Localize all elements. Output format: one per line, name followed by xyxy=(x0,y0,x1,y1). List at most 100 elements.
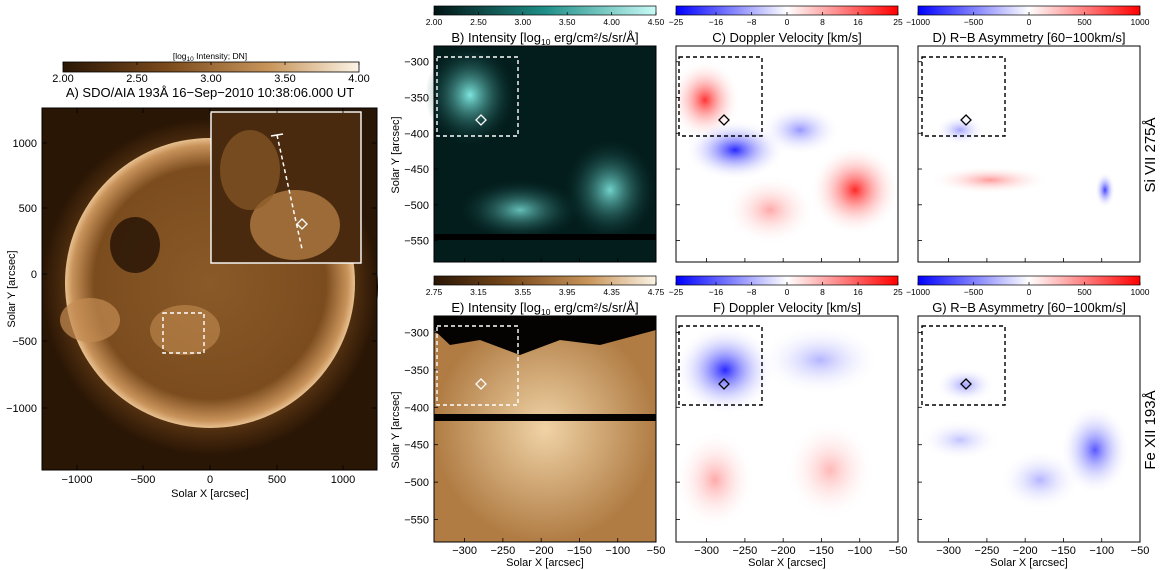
colorbar-tick-label: 4.00 xyxy=(348,73,369,85)
y-tick-label: 0 xyxy=(31,269,37,281)
colorbar-tick-label: −25 xyxy=(669,17,684,27)
inset-bright xyxy=(250,190,340,260)
colorbar-tick-label: −1000 xyxy=(906,17,930,27)
blue-spread xyxy=(760,325,880,395)
y-tick-label: 1000 xyxy=(13,138,37,150)
panel-e-diamond xyxy=(475,378,487,390)
colorbar-tick-label: −8 xyxy=(747,17,757,27)
x-tick-label: −100 xyxy=(605,545,630,557)
asym-red-band xyxy=(930,166,1050,194)
x-tick-label: −100 xyxy=(1089,545,1114,557)
colorbar-tick-label: 25 xyxy=(893,17,903,27)
panel-a-colorbar-ticks: 2.00 2.50 3.00 3.50 4.00 xyxy=(52,62,370,85)
inset-path-tick xyxy=(270,133,284,137)
panel-d-title: D) R−B Asymmetry [60−100km/s] xyxy=(933,30,1126,45)
colorbar-tick-label: 8 xyxy=(820,17,825,27)
panel-d-roi-box xyxy=(921,56,1006,137)
colorbar-tick-label: 3.15 xyxy=(470,287,487,297)
blue-mid xyxy=(760,105,840,155)
colorbar-tick-label: 0 xyxy=(785,287,790,297)
panel-a-axes: −1000 −500 0 500 1000 1000 500 0 −500 −1000 xyxy=(6,108,377,486)
x-tick-label: −200 xyxy=(1013,545,1038,557)
y-tick-label: −550 xyxy=(404,236,429,248)
colorbar-tick-label: 4.00 xyxy=(603,17,620,27)
panel-b-roi-box xyxy=(436,56,519,137)
panel-frame xyxy=(917,45,1141,263)
panel-frame xyxy=(433,45,657,263)
panel-b-colorbar xyxy=(433,5,657,16)
y-tick-label: −500 xyxy=(404,200,429,212)
panel-c: C) Doppler Velocity [km/s] xyxy=(670,5,900,262)
panel-c-title: C) Doppler Velocity [km/s] xyxy=(712,30,862,45)
colorbar-tick-label: 3.00 xyxy=(200,73,221,85)
y-tick-label: 500 xyxy=(19,203,37,215)
teal-loops-bottom xyxy=(460,180,580,240)
x-tick-label: −50 xyxy=(889,545,908,557)
x-tick-label: −150 xyxy=(1051,545,1076,557)
y-tick-label: −500 xyxy=(12,336,37,348)
panel-b-title: B) Intensity [log10 erg/cm²/s/sr/Å] xyxy=(451,30,638,47)
colorbar-tick-label: 25 xyxy=(893,287,903,297)
x-tick-label: −150 xyxy=(809,545,834,557)
panel-f-roi-box xyxy=(678,325,763,406)
panel-d-image xyxy=(918,46,1140,262)
colorbar-tick-label: 2.00 xyxy=(52,73,73,85)
panel-g-diamond xyxy=(960,378,972,390)
panel-f: F) Doppler Velocity [km/s] xyxy=(675,275,899,542)
panel-g-xlabel: Solar X [arcsec] xyxy=(990,557,1068,569)
panel-c-roi-box xyxy=(678,56,763,137)
x-tick-label: −50 xyxy=(647,545,666,557)
colorbar-tick-label: 3.95 xyxy=(559,287,576,297)
panel-a-xlabel: Solar X [arcsec] xyxy=(171,488,249,500)
y-tick-label: −350 xyxy=(404,365,429,377)
y-tick-label: −1000 xyxy=(6,403,37,415)
bright-region xyxy=(60,298,120,342)
panel-b-gap xyxy=(434,234,656,240)
colorbar-tick-label: 3.55 xyxy=(515,287,532,297)
y-tick-label: −450 xyxy=(404,164,429,176)
colorbar-tick-label: −16 xyxy=(709,17,724,27)
red-fan xyxy=(810,145,900,235)
y-tick-label: −400 xyxy=(404,402,429,414)
x-tick-label: −500 xyxy=(131,474,156,486)
x-tick-label: −150 xyxy=(567,545,592,557)
x-tick-label: 500 xyxy=(268,474,286,486)
panel-f-xlabel: Solar X [arcsec] xyxy=(748,557,826,569)
colorbar-tick-label: 4.50 xyxy=(648,17,665,27)
teal-loops-left xyxy=(425,45,515,145)
panel-frame xyxy=(433,315,657,543)
panel-d-diamond xyxy=(960,114,972,126)
asym-blue-box xyxy=(935,367,995,403)
x-tick-label: −1000 xyxy=(62,474,93,486)
colorbar-tick-label: −16 xyxy=(709,287,724,297)
colorbar-tick-label: −1000 xyxy=(906,287,930,297)
colorbar-tick-label: 2.50 xyxy=(126,73,147,85)
red-lower-right xyxy=(785,420,875,520)
inset-path xyxy=(276,134,303,250)
panel-d: D) R−B Asymmetry [60−100km/s] xyxy=(917,5,1141,262)
panel-b-ylabel: Solar Y [arcsec] xyxy=(390,116,402,193)
panel-b: B) Intensity [log10 erg/cm²/s/sr/Å] xyxy=(425,5,657,262)
inset-loops xyxy=(220,130,280,210)
colorbar-tick-label: 1000 xyxy=(1131,287,1150,297)
panel-g-title: G) R−B Asymmetry [60−100km/s] xyxy=(932,300,1126,315)
x-tick-label: −200 xyxy=(529,545,554,557)
y-tick-label: −500 xyxy=(404,477,429,489)
panel-a-frame xyxy=(41,107,378,471)
panel-a-title: A) SDO/AIA 193Å 16−Sep−2010 10:38:06.000… xyxy=(66,85,354,100)
colorbar-tick-label: 4.75 xyxy=(648,287,665,297)
colorbar-tick-label: 0 xyxy=(1027,17,1032,27)
small-colorbar-ticks: 2.00 2.50 3.00 3.50 4.00 4.50 −25 −16 −8 0 8 16 25 −1… xyxy=(426,12,1150,297)
colorbar-tick-label: 0 xyxy=(1027,287,1032,297)
colorbar-tick-label: 4.35 xyxy=(603,287,620,297)
active-region xyxy=(150,305,220,355)
panel-g-roi-box xyxy=(921,325,1006,406)
colorbar-tick-label: 1000 xyxy=(1131,17,1150,27)
asym-blue-diag xyxy=(1000,450,1080,510)
x-tick-label: −100 xyxy=(847,545,872,557)
x-tick-label: 1000 xyxy=(331,474,355,486)
colorbar-tick-label: 2.00 xyxy=(426,17,443,27)
x-tick-label: −300 xyxy=(452,545,477,557)
y-tick-label: −300 xyxy=(404,327,429,339)
x-tick-label: −300 xyxy=(936,545,961,557)
